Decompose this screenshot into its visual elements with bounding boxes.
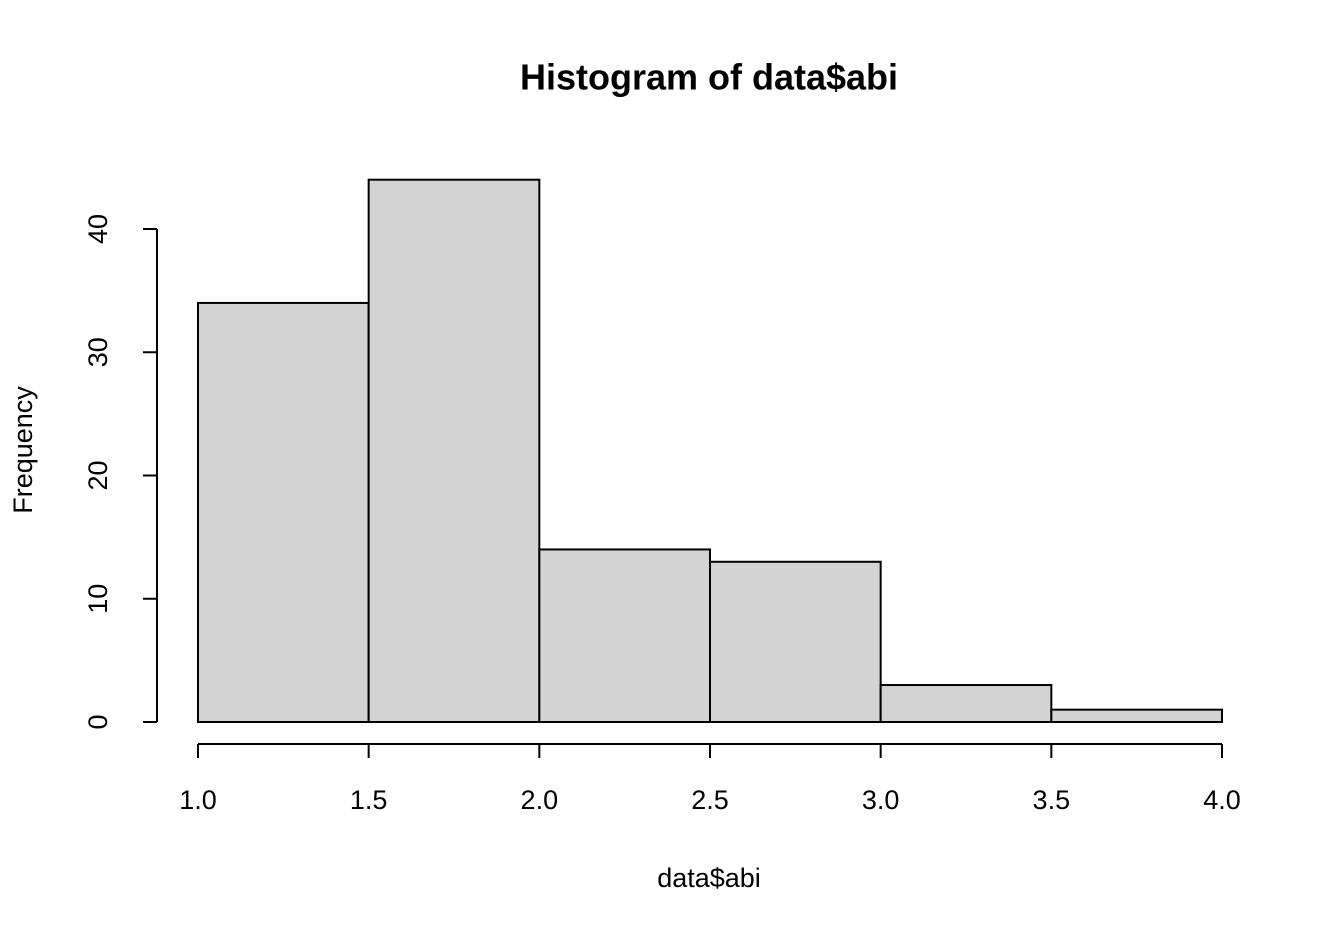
bar xyxy=(367,178,541,723)
x-tick-label: 3.0 xyxy=(862,785,900,815)
x-tick-label: 4.0 xyxy=(1203,785,1241,815)
y-tick-label: 0 xyxy=(83,714,113,729)
chart-title: Histogram of data$abi xyxy=(520,57,898,98)
bar xyxy=(538,548,711,724)
y-tick-label: 10 xyxy=(83,584,113,614)
x-tick-label: 1.0 xyxy=(179,785,217,815)
bar xyxy=(879,684,1053,724)
x-tick-label: 2.5 xyxy=(691,785,729,815)
bar xyxy=(709,560,882,724)
x-tick-label: 1.5 xyxy=(350,785,388,815)
x-tick-label: 2.0 xyxy=(521,785,559,815)
y-axis-label: Frequency xyxy=(8,386,38,514)
y-tick-label: 40 xyxy=(83,214,113,244)
x-tick-label: 3.5 xyxy=(1033,785,1071,815)
x-axis-label: data$abi xyxy=(657,863,761,893)
y-tick-label: 20 xyxy=(83,460,113,490)
bar xyxy=(1050,708,1224,723)
y-tick-label: 30 xyxy=(83,337,113,367)
bar xyxy=(197,301,370,723)
